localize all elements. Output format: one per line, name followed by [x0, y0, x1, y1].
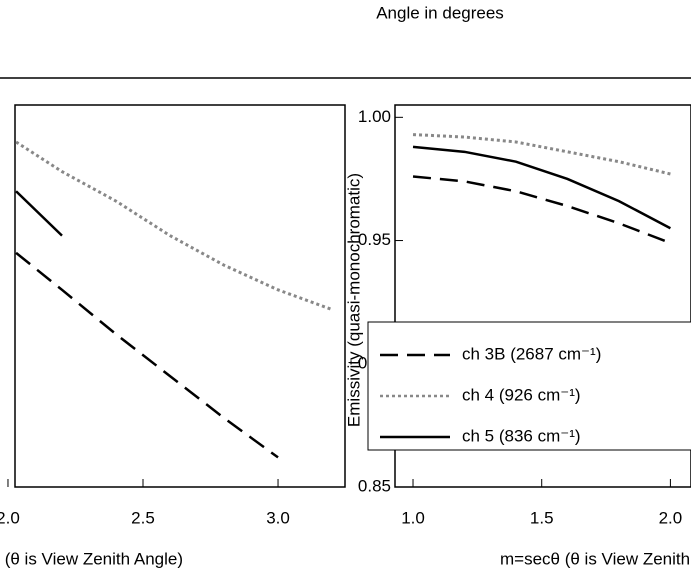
legend-box [367, 321, 691, 451]
x-tick-label: 2.5 [131, 508, 155, 527]
x-tick-label: 2.0 [659, 508, 683, 527]
series-line [412, 133, 671, 176]
series-line [412, 145, 671, 230]
x-tick-label: 1.5 [530, 508, 554, 527]
x-tick-label: 2.0 [0, 508, 20, 527]
y-tick-label: 1.00 [358, 107, 391, 126]
x-tick-label: 3.0 [266, 508, 290, 527]
series-line [412, 175, 671, 245]
series-line [15, 190, 63, 237]
y-tick-label: 0.95 [358, 230, 391, 249]
x-axis-label: m=secθ (θ is View Zenith Angle) [0, 549, 183, 568]
series-line [15, 140, 333, 311]
plot-frame [394, 104, 691, 488]
series-line [15, 251, 279, 459]
x-axis-label: m=secθ (θ is View Zenith Angle) [500, 549, 691, 568]
y-tick-label: 0.85 [358, 476, 391, 495]
plot-frame [14, 104, 346, 488]
y-axis-label: Emissivity (quasi-monochromatic) [344, 173, 363, 427]
top-axis-label: Angle in degrees [376, 3, 504, 22]
legend-label: ch 4 (926 cm⁻¹) [462, 385, 581, 404]
legend-label: ch 3B (2687 cm⁻¹) [462, 344, 601, 363]
x-tick-label: 1.0 [401, 508, 425, 527]
legend-label: ch 5 (836 cm⁻¹) [462, 426, 581, 445]
